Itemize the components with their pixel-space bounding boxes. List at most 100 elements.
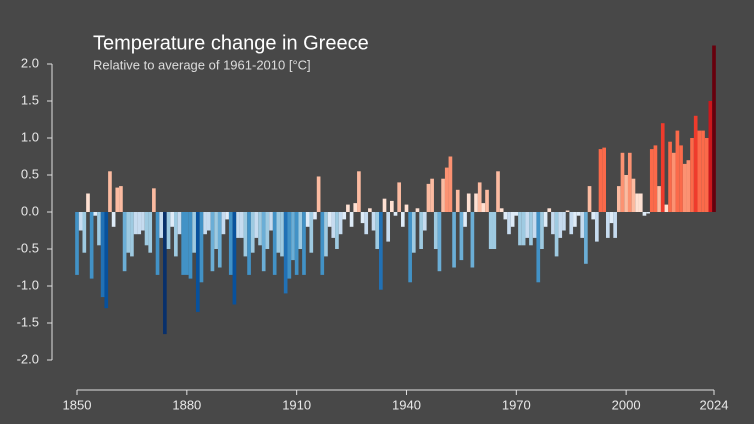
bar (122, 212, 127, 272)
y-tick-label: -1.0 (17, 277, 39, 292)
bar (188, 212, 193, 279)
bar (712, 45, 716, 212)
bar (78, 212, 83, 231)
bar (291, 212, 295, 261)
bar (397, 182, 401, 212)
bar (430, 178, 434, 212)
bar (181, 212, 185, 275)
bar (144, 212, 149, 246)
bar (133, 212, 138, 235)
x-tick-label: 1880 (172, 397, 201, 412)
bar (485, 189, 489, 212)
bar (580, 212, 585, 238)
bar (115, 187, 120, 212)
bar (627, 152, 632, 212)
y-tick-label: 0.0 (21, 203, 39, 218)
bar (649, 149, 654, 212)
bar (217, 212, 222, 268)
bar (313, 212, 317, 220)
bar (437, 212, 442, 272)
bar (507, 212, 511, 235)
bar (119, 186, 123, 212)
bar (89, 212, 94, 279)
bar (375, 212, 380, 249)
bar (510, 212, 515, 227)
bar (159, 212, 164, 238)
bar (258, 212, 262, 246)
bar (562, 212, 566, 231)
x-tick-label: 1940 (392, 397, 421, 412)
bar (130, 212, 134, 257)
bar (616, 186, 621, 212)
bar (75, 212, 79, 275)
bar (565, 210, 570, 212)
y-tick-label: 0.5 (21, 166, 39, 181)
bar (620, 152, 625, 212)
bar (225, 212, 229, 220)
bar (426, 183, 431, 212)
bar (660, 123, 665, 212)
bar (408, 212, 412, 283)
bar (195, 212, 200, 312)
bar (532, 212, 537, 238)
bar (404, 204, 409, 212)
bar (701, 130, 705, 212)
bar (184, 212, 189, 275)
y-tick-label: 2.0 (21, 55, 39, 70)
bar (606, 212, 610, 238)
y-tick-label: -2.0 (17, 351, 39, 366)
bar (272, 212, 277, 275)
x-tick-label: 1850 (63, 397, 92, 412)
bar (529, 212, 533, 246)
bar (646, 212, 650, 214)
bar (595, 212, 599, 242)
bar (93, 212, 98, 216)
bar (664, 204, 669, 212)
bar (635, 193, 639, 212)
bar (514, 212, 519, 216)
bar (602, 147, 607, 212)
bar (587, 186, 592, 212)
bar (693, 115, 698, 212)
bar (448, 156, 453, 212)
bar (481, 203, 486, 212)
bar (543, 212, 548, 227)
bar (466, 193, 471, 212)
bar (584, 212, 588, 264)
bar (441, 178, 445, 212)
bar (232, 212, 237, 305)
bar (324, 212, 328, 257)
bar (525, 212, 530, 238)
bar (433, 212, 438, 249)
bar (298, 212, 303, 249)
bar (474, 193, 478, 212)
bar (554, 212, 559, 257)
bar (82, 212, 87, 253)
bar (280, 212, 284, 257)
bar (228, 212, 233, 275)
bar (390, 200, 394, 212)
bar (346, 204, 350, 212)
bar (155, 212, 160, 275)
bar (697, 130, 702, 212)
bar (166, 212, 171, 249)
bar (302, 212, 306, 275)
bar (419, 212, 423, 249)
bar (316, 176, 321, 212)
bar (137, 212, 142, 235)
bar (609, 212, 614, 224)
bar (488, 212, 493, 249)
bar (357, 171, 361, 212)
bar (269, 212, 273, 231)
bar (104, 212, 109, 309)
bar (668, 141, 672, 212)
x-tick-label: 2024 (700, 397, 729, 412)
chart-subtitle: Relative to average of 1961-2010 [°C] (93, 57, 311, 72)
bar (111, 212, 116, 227)
bar (540, 212, 544, 249)
bar (210, 212, 215, 272)
bar (499, 208, 504, 212)
y-tick-label: 1.0 (21, 129, 39, 144)
bar (551, 212, 555, 235)
